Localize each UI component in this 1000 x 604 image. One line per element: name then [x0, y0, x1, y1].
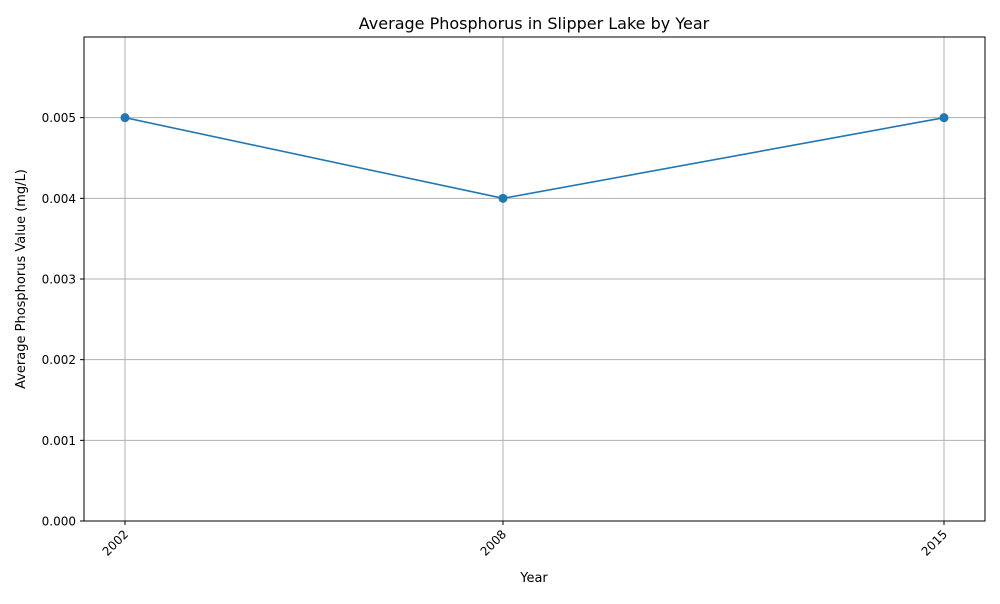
x-tick-label: 2015	[919, 527, 950, 558]
data-point	[939, 113, 949, 123]
y-tick-label: 0.004	[42, 192, 76, 206]
plot-frame	[83, 36, 986, 522]
y-tick-label: 0.005	[42, 111, 76, 125]
grid-lines	[84, 37, 985, 522]
y-tick-label: 0.003	[42, 273, 76, 287]
y-tick-label: 0.002	[42, 353, 76, 367]
x-tick-label: 2008	[478, 527, 509, 558]
y-tick-label: 0.001	[42, 434, 76, 448]
y-tick-label: 0.000	[42, 515, 76, 529]
data-point	[120, 113, 130, 123]
tick-labels: 0.000 0.001 0.002 0.003 0.004 0.005 2002 2008 20…	[42, 111, 950, 559]
y-axis-label: Average Phosphorus Value (mg/L)	[14, 169, 29, 389]
data-point	[498, 193, 508, 203]
x-tick-label: 2002	[100, 527, 131, 558]
series-line	[124, 116, 945, 200]
chart-title: Average Phosphorus in Slipper Lake by Ye…	[359, 14, 710, 33]
axes	[80, 36, 986, 525]
x-axis-label: Year	[519, 571, 548, 586]
series-layer	[120, 113, 949, 203]
